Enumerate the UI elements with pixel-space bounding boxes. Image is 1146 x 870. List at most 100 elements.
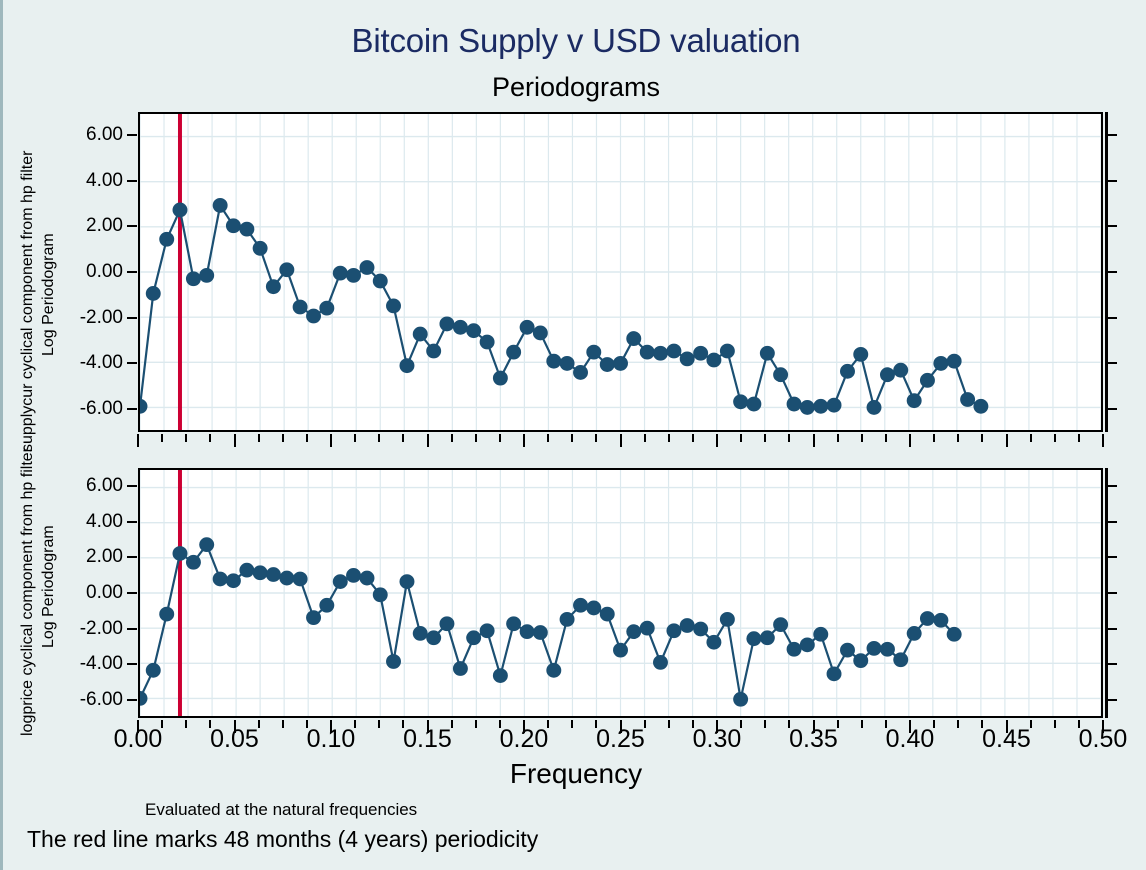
x-tick-minor [1053,720,1056,728]
y-tick-label: 4.00 [86,510,123,532]
data-point [172,202,188,218]
x-tick-minor [981,434,984,442]
x-tick-minor [933,434,936,442]
data-point [946,626,962,642]
x-tick-minor [884,434,887,442]
data-point [973,398,989,414]
x-tick-minor [450,434,453,442]
data-point [185,271,201,287]
data-point [613,356,628,371]
x-tick-major [619,434,622,447]
data-point [372,273,388,289]
periodogram-logprice-plot [140,470,1101,716]
data-point [666,623,682,639]
x-tick-minor [740,720,743,728]
x-tick-minor [1053,434,1056,442]
y-tick-mark [127,225,137,228]
x-tick-minor [667,720,670,728]
data-point [279,262,295,278]
y-tick-label: -2.00 [79,306,123,328]
x-tick-minor [957,434,960,442]
x-tick-major [233,434,236,447]
y-tick-label: -6.00 [79,689,123,711]
data-point [946,353,962,369]
data-point [759,630,775,646]
data-point [679,351,695,367]
x-tick-minor [643,434,646,442]
x-tick-label: 0.15 [403,725,452,753]
x-tick-major [137,720,139,733]
data-point [573,597,588,613]
y-tick-mark [127,663,137,666]
data-point [439,616,455,632]
data-point [506,616,522,632]
data-point [773,617,789,633]
y-tick-mark [127,362,137,365]
x-tick-major [523,720,525,733]
y-tick-label: 0.00 [86,582,123,603]
data-point [840,642,855,658]
note-red-line: The red line marks 48 months (4 years) p… [27,826,539,852]
data-point [853,346,869,362]
data-point [412,326,428,342]
data-point [452,319,468,335]
x-tick-label: 0.25 [596,725,645,753]
x-tick-major [812,720,815,733]
data-point [893,362,909,378]
data-point [532,325,548,341]
x-tick-major [812,434,815,447]
x-tick-minor [595,434,598,442]
data-point [145,662,161,678]
x-tick-minor [788,720,791,728]
y-tick-mark [127,408,137,411]
x-tick-minor [764,434,767,442]
y-axis-right-bottom [1105,468,1108,718]
x-tick-minor [305,434,308,442]
chart-panel-logprice [138,468,1103,718]
data-point [292,299,308,315]
y-tick-label: 6.00 [86,474,123,496]
data-point [893,652,909,668]
data-point [479,623,495,639]
data-point [252,240,268,256]
x-tick-minor [161,434,164,442]
data-point [906,626,922,641]
data-point [306,610,322,625]
x-tick-minor [764,720,767,728]
data-point [733,691,749,707]
data-point [559,356,575,371]
y-tick-mark-right [1107,271,1117,273]
data-point [252,565,268,581]
y-tick-mark-right [1107,592,1117,594]
data-point [813,398,829,414]
data-point [840,363,855,379]
x-tick-major [909,720,911,733]
data-point [399,358,415,374]
x-tick-minor [836,434,839,442]
data-point [532,625,548,640]
data-point [626,331,642,346]
data-point [225,218,241,234]
data-point [693,621,709,637]
x-tick-minor [185,720,188,728]
data-point [653,655,668,670]
data-point [492,370,508,386]
x-tick-minor [860,720,863,728]
data-point [719,343,735,359]
x-tick-minor [402,720,405,728]
x-tick-minor [161,720,164,728]
data-point [466,323,482,339]
y-tick-mark-right [1107,520,1117,523]
data-point [319,300,335,316]
x-tick-minor [281,720,284,728]
x-tick-minor [474,434,477,442]
x-tick-minor [981,720,984,728]
data-point [159,606,175,622]
chart-panel-supply [138,112,1103,432]
x-tick-major [619,720,622,733]
data-point [332,265,348,281]
data-point [559,611,575,627]
data-point [492,668,508,683]
x-tick-minor [354,434,357,442]
x-tick-minor [571,720,574,728]
